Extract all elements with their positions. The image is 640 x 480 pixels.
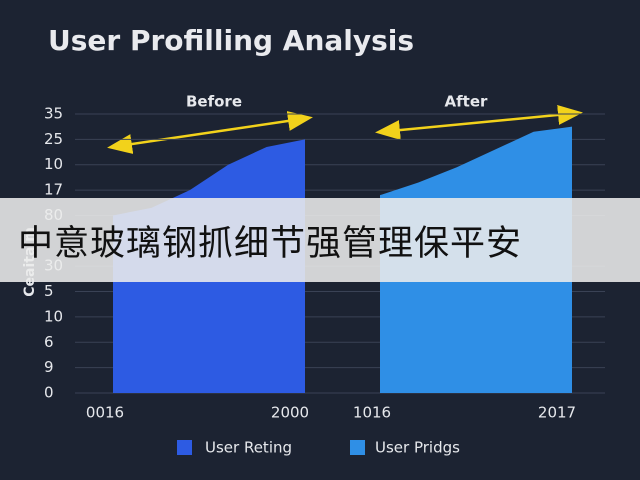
banner-text: 中意玻璃钢抓细节强管理保平安 (18, 223, 523, 264)
y-tick-label: 35 (44, 105, 63, 123)
y-tick-label: 25 (44, 130, 63, 148)
panel-title: Before (186, 93, 242, 111)
panel-title: After (445, 93, 488, 111)
x-tick-label: 2017 (538, 404, 576, 422)
legend-swatch (350, 440, 365, 455)
y-tick-label: 0 (44, 384, 54, 402)
y-tick-label: 17 (44, 181, 63, 199)
banner: 中意玻璃钢抓细节强管理保平安 (0, 198, 640, 282)
y-tick-label: 5 (44, 282, 54, 300)
legend-swatch (177, 440, 192, 455)
y-tick-label: 6 (44, 333, 54, 351)
arrow (375, 104, 583, 141)
y-tick-label: 9 (44, 358, 54, 376)
legend-label: User Pridgs (375, 439, 460, 457)
arrow (107, 111, 313, 154)
chart-title: User Profilling Analysis (48, 24, 414, 57)
x-tick-label: 2000 (271, 404, 309, 422)
y-tick-label: 10 (44, 307, 63, 325)
legend-label: User Reting (205, 439, 292, 457)
x-tick-label: 1016 (353, 404, 391, 422)
y-tick-label: 10 (44, 155, 63, 173)
x-tick-label: 0016 (86, 404, 124, 422)
